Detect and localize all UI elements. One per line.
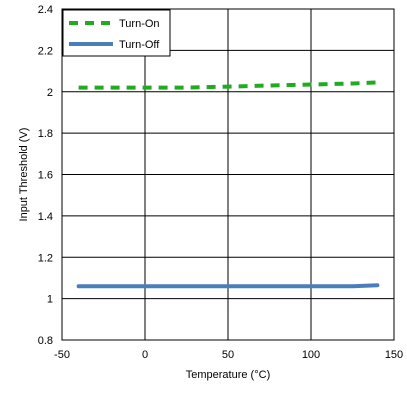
y-tick-label: 1.8 [38,128,53,140]
legend-label-turn-on: Turn-On [119,18,160,30]
x-tick-label: -50 [54,349,70,361]
y-axis-ticks: 0.8 1 1.2 1.4 1.6 1.8 2 2.2 2.4 [38,4,53,347]
x-axis-label: Temperature (°C) [186,369,270,381]
y-tick-label: 2.4 [38,4,53,16]
x-tick-label: 100 [302,349,320,361]
legend-label-turn-off: Turn-Off [119,39,160,51]
x-tick-label: 150 [385,349,403,361]
x-tick-label: 50 [222,349,234,361]
series-layer [76,80,380,289]
series-line-turn-on [78,80,378,90]
y-tick-label: 1.2 [38,252,53,264]
legend-box [62,9,171,57]
y-axis-label: Input Threshold (V) [18,128,30,222]
y-tick-label: 2.2 [38,45,53,57]
y-tick-label: 2 [47,87,53,99]
y-tick-label: 0.8 [38,335,53,347]
grid-lines [61,8,395,341]
plot-frame [61,8,395,341]
x-tick-label: 0 [142,349,148,361]
x-axis-ticks: -50 0 50 100 150 [54,349,403,361]
y-tick-label: 1.6 [38,170,53,182]
series-line-turn-off [76,283,380,289]
legend: Turn-On Turn-Off [62,9,171,57]
y-tick-label: 1 [47,294,53,306]
y-tick-label: 1.4 [38,211,53,223]
